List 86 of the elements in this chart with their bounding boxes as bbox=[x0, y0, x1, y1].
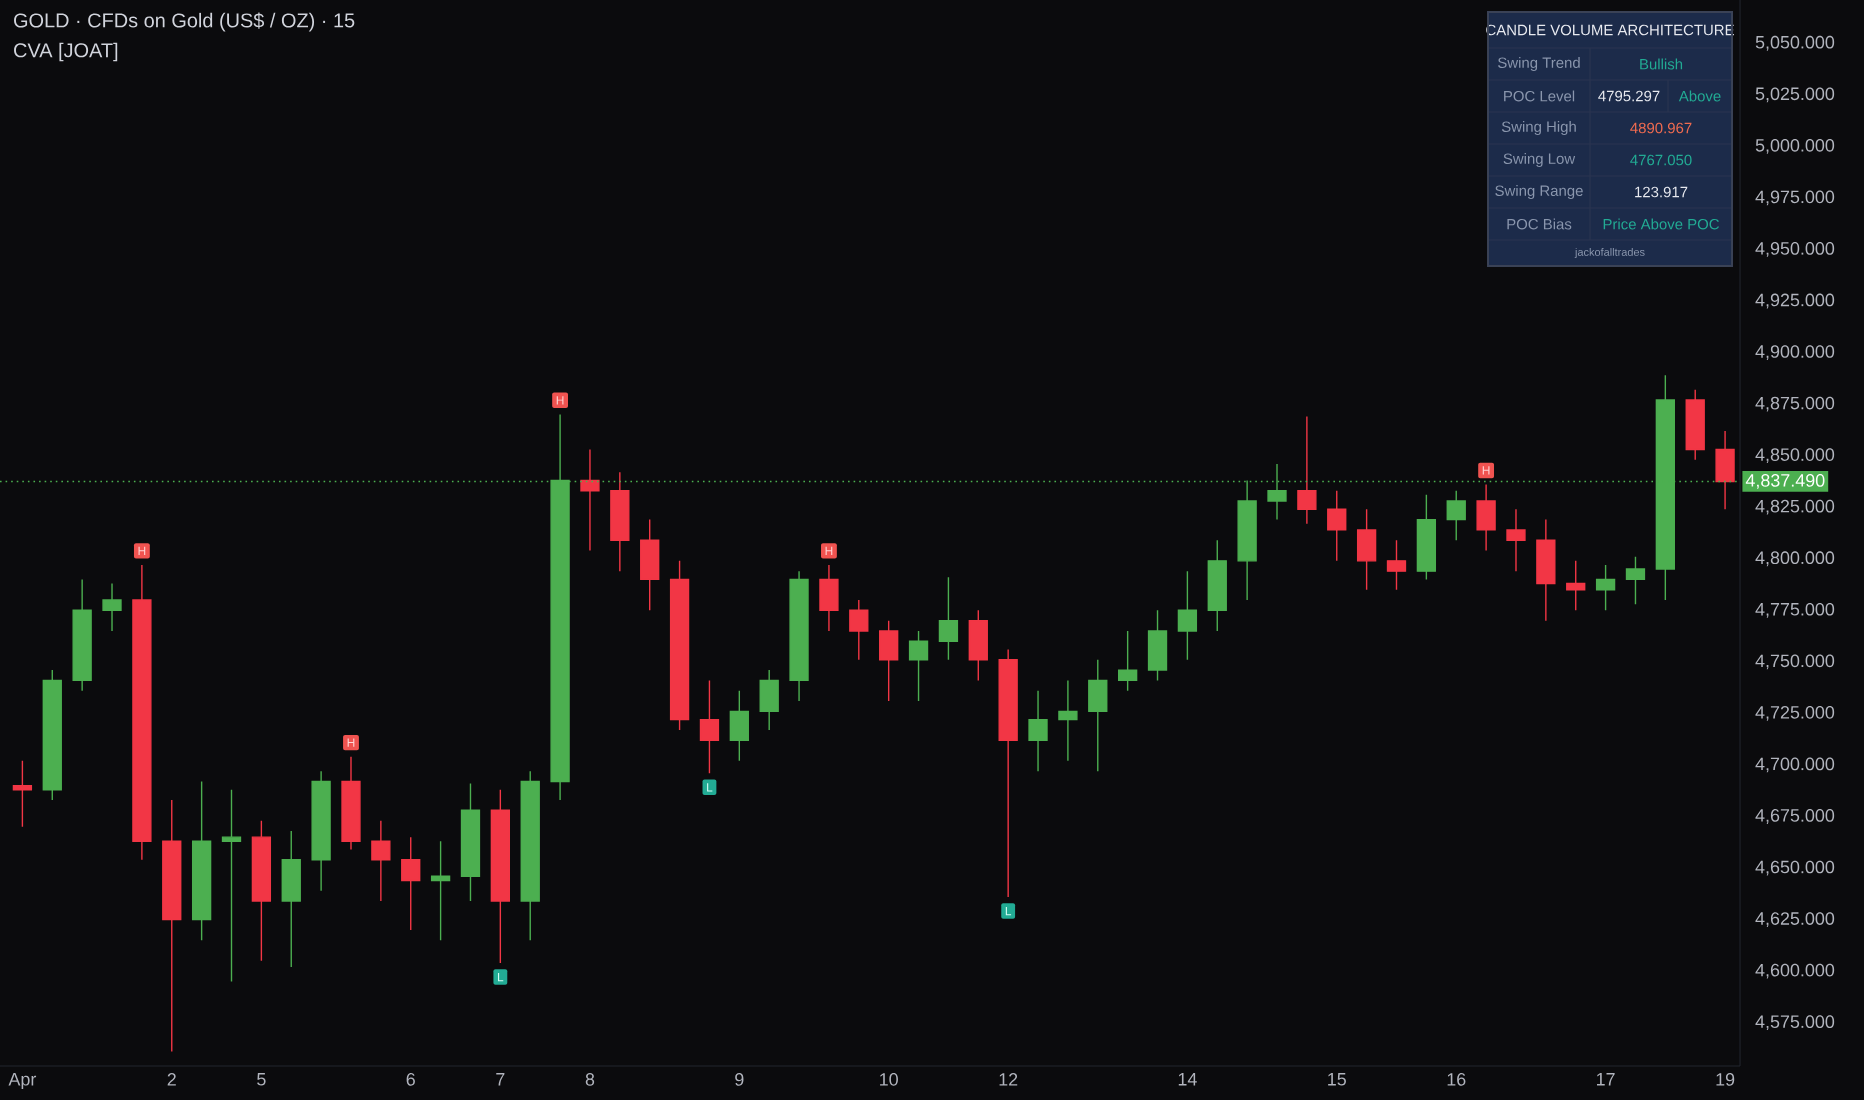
candlestick bbox=[1297, 415, 1317, 525]
x-tick-label: 5 bbox=[257, 1073, 266, 1086]
candlestick bbox=[610, 471, 630, 572]
candlestick bbox=[1028, 690, 1048, 772]
y-tick-label: 4,725.000 bbox=[1755, 705, 1835, 721]
y-tick-label: 4,650.000 bbox=[1755, 860, 1835, 876]
y-tick-label: 4,675.000 bbox=[1755, 809, 1835, 824]
candlestick bbox=[460, 782, 481, 902]
y-tick-label: 4,850.000 bbox=[1755, 448, 1835, 464]
x-tick-label: 14 bbox=[1178, 1073, 1197, 1086]
candlestick bbox=[72, 578, 92, 692]
x-tick-label: 17 bbox=[1597, 1073, 1615, 1086]
candlestick bbox=[1625, 556, 1646, 605]
candlestick bbox=[1446, 490, 1466, 541]
y-tick-label: 4,625.000 bbox=[1755, 912, 1835, 927]
candlestick bbox=[938, 576, 959, 661]
x-tick-label: 7 bbox=[496, 1073, 505, 1086]
x-tick-label: 9 bbox=[735, 1073, 744, 1086]
candlestick bbox=[1147, 609, 1168, 682]
candlestick bbox=[819, 564, 839, 632]
x-tick-label: 6 bbox=[406, 1073, 415, 1086]
candlestick bbox=[968, 609, 988, 682]
candlestick bbox=[729, 690, 749, 762]
candlestick bbox=[1117, 630, 1138, 692]
y-tick-label: 5,050.000 bbox=[1755, 35, 1835, 51]
candlestick bbox=[789, 570, 809, 702]
y-tick-label: 4,875.000 bbox=[1755, 396, 1835, 412]
candlestick bbox=[341, 756, 361, 851]
x-tick-label: 10 bbox=[880, 1073, 898, 1086]
y-tick-label: 4,700.000 bbox=[1755, 757, 1835, 773]
candlestick bbox=[1207, 539, 1227, 632]
y-tick-label: 4,750.000 bbox=[1755, 654, 1835, 670]
x-tick-label: 15 bbox=[1328, 1073, 1346, 1086]
y-tick-label: 4,950.000 bbox=[1755, 242, 1835, 257]
text: GOLD · CFDs on Gold (US$ / OZ) · 15 bbox=[14, 12, 355, 32]
candlestick bbox=[640, 518, 660, 612]
x-tick-label: 19 bbox=[1716, 1073, 1735, 1086]
y-tick-label: 4,925.000 bbox=[1755, 293, 1835, 309]
candlestick bbox=[669, 560, 690, 731]
y-tick-label: 4,825.000 bbox=[1755, 499, 1835, 515]
candlestick bbox=[102, 582, 122, 632]
x-tick-label: 8 bbox=[585, 1073, 595, 1086]
candlestick bbox=[1327, 490, 1347, 562]
candlestick bbox=[371, 819, 391, 902]
candlestick bbox=[580, 448, 600, 552]
x-tick-label: 12 bbox=[999, 1073, 1018, 1086]
y-tick-label: 4,975.000 bbox=[1755, 190, 1835, 206]
candlestick bbox=[849, 599, 869, 661]
candlestick bbox=[1476, 483, 1496, 552]
candlestick bbox=[132, 564, 152, 861]
y-tick-label: 5,025.000 bbox=[1755, 87, 1835, 103]
candlestick bbox=[1715, 430, 1735, 510]
candlestick bbox=[998, 648, 1018, 898]
ref-line-label: 4,837.490 bbox=[1745, 474, 1825, 489]
candlestick bbox=[401, 836, 421, 931]
candlestick bbox=[490, 789, 510, 964]
candlestick bbox=[1177, 570, 1198, 661]
candlestick bbox=[1088, 659, 1108, 772]
candlestick bbox=[1356, 508, 1377, 591]
candlestick bbox=[1416, 494, 1437, 581]
candlestick bbox=[162, 799, 182, 1053]
candlestick bbox=[908, 630, 929, 702]
candlestick bbox=[281, 830, 301, 968]
candlestick bbox=[699, 679, 720, 774]
candlestick bbox=[251, 819, 272, 962]
candlestick bbox=[759, 669, 779, 731]
candlestick bbox=[879, 619, 899, 702]
candlestick bbox=[1506, 508, 1526, 572]
x-tick-label: 16 bbox=[1447, 1073, 1466, 1086]
text: CVA [JOAT] bbox=[14, 42, 118, 62]
candlestick bbox=[520, 770, 540, 941]
y-tick-label: 5,000.000 bbox=[1755, 138, 1835, 154]
y-tick-label: 4,775.000 bbox=[1755, 602, 1835, 618]
x-tick-label: 2 bbox=[167, 1073, 176, 1086]
y-tick-label: 4,900.000 bbox=[1755, 345, 1835, 360]
candlestick bbox=[42, 669, 62, 801]
candlestick bbox=[1058, 679, 1078, 762]
y-tick-label: 4,600.000 bbox=[1755, 963, 1835, 979]
y-tick-label: 4,800.000 bbox=[1755, 551, 1835, 567]
candlestick bbox=[1536, 518, 1556, 622]
y-tick-label: 4,575.000 bbox=[1755, 1015, 1835, 1031]
candlestick bbox=[311, 770, 331, 892]
candlestick bbox=[1685, 388, 1705, 461]
x-tick-label: Apr bbox=[8, 1073, 37, 1090]
candlestick bbox=[191, 780, 212, 941]
candlestick bbox=[1386, 539, 1407, 591]
